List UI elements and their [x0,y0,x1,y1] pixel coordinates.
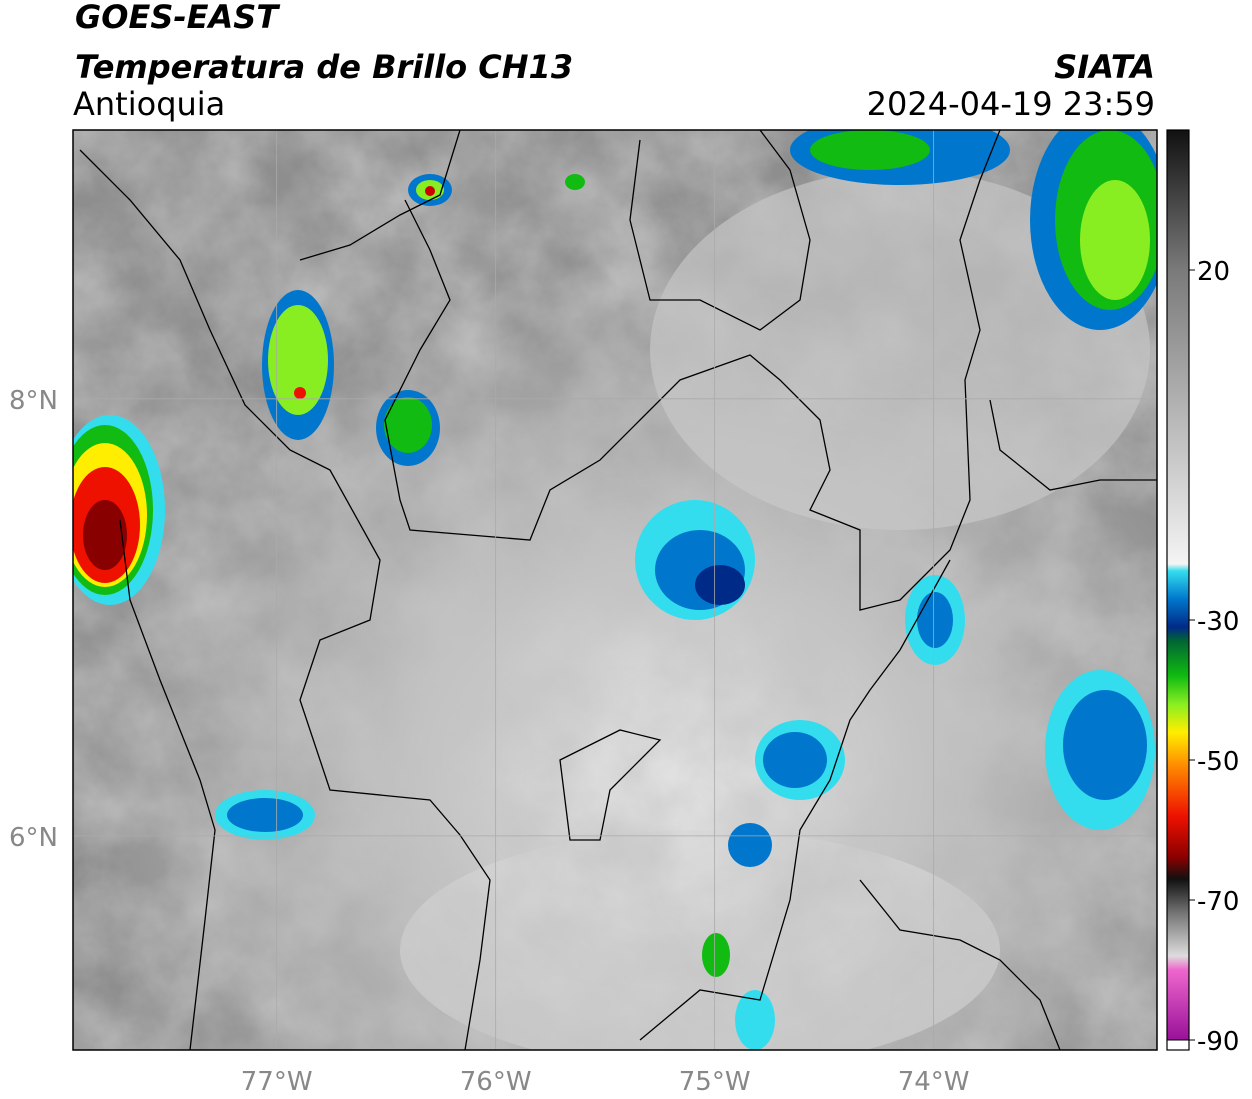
grid [73,130,1157,1050]
boundaries [79,130,1157,1050]
colorbar-tick-label: -50 [1197,747,1239,777]
lon-tick-label: 77°W [241,1067,313,1097]
satellite-image [73,130,1157,1050]
lon-tick-label: 74°W [898,1067,970,1097]
source: SIATA [1054,48,1155,86]
colorbar-gradient [1167,130,1189,1040]
convective-cells [73,130,1157,1050]
colorbar-tick-label: -70 [1197,887,1239,917]
title: GOES-EAST [75,0,280,36]
colorbar-tick-label: -90 [1197,1027,1239,1057]
lon-tick-label: 75°W [679,1067,751,1097]
lat-tick-label: 8°N [9,386,58,416]
colorbar-frame [1166,129,1190,1051]
lat-tick-label: 6°N [9,823,58,853]
map-frame [72,129,1158,1051]
colorbar-tick-label: -30 [1197,607,1239,637]
datetime: 2024-04-19 23:59 [867,85,1155,123]
region: Antioquia [73,85,225,123]
colorbar-under [1166,1039,1190,1051]
lon-tick-label: 76°W [460,1067,532,1097]
subtitle: Temperatura de Brillo CH13 [75,48,573,86]
colorbar: 20 -30 -50 -70 -90 [1166,129,1239,1057]
colorbar-tick-label: 20 [1197,257,1230,287]
